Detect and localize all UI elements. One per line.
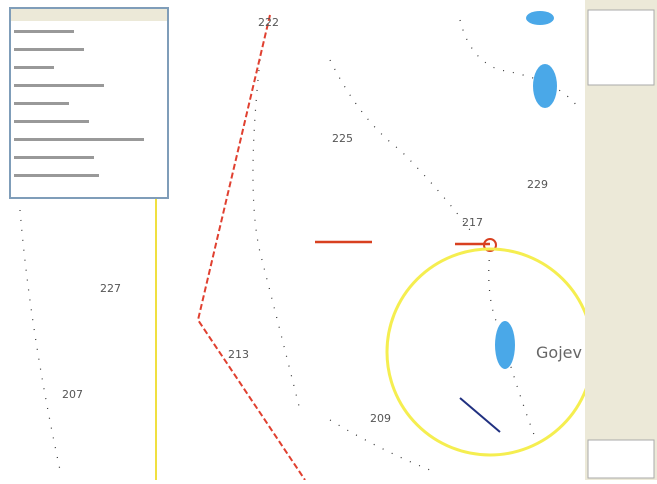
lake [526, 11, 554, 25]
map-view: 222 225 229 217 227 213 207 209 Gojev [0, 0, 657, 480]
panel-box [588, 440, 654, 478]
lake [533, 64, 557, 108]
map-label: 222 [258, 16, 279, 29]
page: 222 225 229 217 227 213 207 209 Gojev ((… [0, 0, 657, 480]
map-label: 229 [527, 178, 548, 191]
panel-box [588, 10, 654, 85]
map-label: 225 [332, 132, 353, 145]
map-label: 227 [100, 282, 121, 295]
map-label: 217 [462, 216, 483, 229]
place-label: Gojev [536, 343, 582, 362]
map-label: 209 [370, 412, 391, 425]
window-toolbar [11, 9, 167, 21]
map-label: 207 [62, 388, 83, 401]
lake [495, 321, 515, 369]
map-label: 213 [228, 348, 249, 361]
